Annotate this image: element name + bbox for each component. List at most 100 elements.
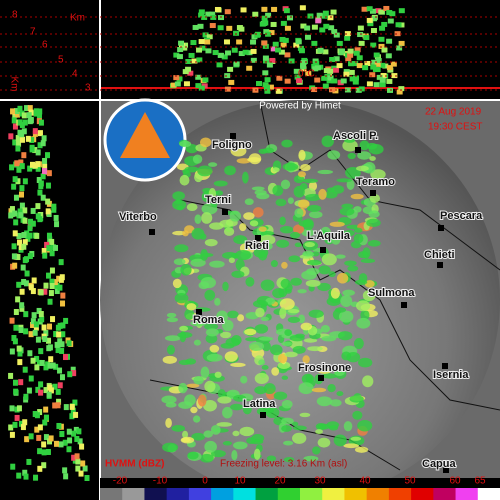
- echo: [379, 82, 386, 88]
- echo: [190, 406, 198, 414]
- echo: [23, 311, 29, 318]
- echo: [56, 275, 62, 282]
- echo: [62, 439, 68, 446]
- echo: [302, 178, 319, 183]
- echo: [16, 472, 22, 479]
- echo: [327, 15, 334, 21]
- echo: [57, 322, 63, 329]
- echo: [327, 75, 334, 81]
- echo: [314, 65, 321, 71]
- echo: [272, 41, 279, 47]
- echo: [18, 159, 24, 166]
- echo: [255, 307, 265, 318]
- echo: [243, 212, 255, 220]
- echo: [321, 13, 328, 19]
- legend-tick: 40: [359, 476, 371, 487]
- echo: [9, 164, 15, 171]
- echo: [43, 330, 49, 337]
- echo: [31, 312, 37, 319]
- city-label: L'Aquila: [307, 230, 351, 242]
- echo: [298, 382, 314, 395]
- echo: [275, 88, 282, 94]
- echo: [24, 256, 30, 263]
- echo: [353, 75, 360, 81]
- echo: [43, 406, 49, 413]
- echo: [311, 63, 318, 69]
- echo: [214, 190, 224, 196]
- echo: [206, 34, 213, 40]
- echo: [322, 10, 329, 16]
- echo: [27, 165, 33, 172]
- echo: [22, 239, 28, 246]
- legend-tick: 65: [474, 476, 486, 487]
- echo: [389, 11, 396, 17]
- echo: [311, 40, 318, 46]
- echo: [186, 303, 197, 311]
- echo: [383, 5, 390, 11]
- echo: [335, 307, 347, 313]
- echo: [261, 40, 268, 46]
- echo: [398, 40, 405, 46]
- color-swatch: [433, 488, 457, 500]
- city-marker: [149, 229, 155, 235]
- echo: [282, 37, 289, 43]
- echo: [31, 277, 37, 284]
- echo: [209, 11, 216, 17]
- echo: [39, 316, 45, 323]
- echo: [331, 29, 338, 35]
- echo: [293, 185, 305, 198]
- echo: [8, 133, 14, 140]
- echo: [69, 413, 75, 420]
- echo: [204, 380, 216, 393]
- echo: [19, 191, 25, 198]
- echo: [317, 169, 334, 175]
- echo: [78, 470, 84, 477]
- echo: [252, 11, 259, 17]
- echo: [52, 279, 58, 286]
- echo: [60, 300, 66, 307]
- echo: [283, 8, 290, 14]
- echo: [71, 454, 77, 461]
- echo: [33, 324, 39, 331]
- echo: [19, 185, 25, 192]
- city-marker: [442, 363, 448, 369]
- echo: [15, 134, 21, 141]
- echo: [170, 82, 177, 88]
- echo: [180, 263, 192, 276]
- color-swatch: [411, 488, 434, 500]
- echo: [202, 32, 209, 38]
- echo: [54, 282, 60, 289]
- echo: [278, 49, 285, 55]
- echo: [187, 451, 199, 460]
- echo: [288, 255, 301, 263]
- echo: [200, 277, 216, 289]
- echo: [338, 48, 345, 54]
- echo: [331, 236, 341, 245]
- echo: [75, 465, 81, 472]
- echo: [192, 24, 199, 30]
- echo: [185, 59, 192, 65]
- echo: [261, 6, 268, 12]
- echo: [57, 284, 63, 291]
- echo: [221, 54, 228, 60]
- echo: [333, 434, 347, 447]
- echo: [262, 43, 269, 49]
- echo: [180, 436, 195, 444]
- echo: [315, 429, 323, 435]
- echo: [12, 176, 18, 183]
- echo: [33, 108, 39, 115]
- echo: [59, 431, 65, 438]
- echo: [35, 386, 41, 393]
- echo: [171, 425, 186, 432]
- echo: [284, 329, 293, 336]
- echo: [191, 227, 205, 240]
- city-label: Roma: [193, 314, 224, 326]
- echo: [193, 339, 201, 346]
- echo: [192, 154, 203, 164]
- echo: [350, 436, 362, 441]
- echo: [231, 253, 239, 259]
- echo: [79, 443, 85, 450]
- echo: [345, 166, 361, 179]
- echo: [398, 86, 405, 92]
- legend-tick: 10: [234, 476, 246, 487]
